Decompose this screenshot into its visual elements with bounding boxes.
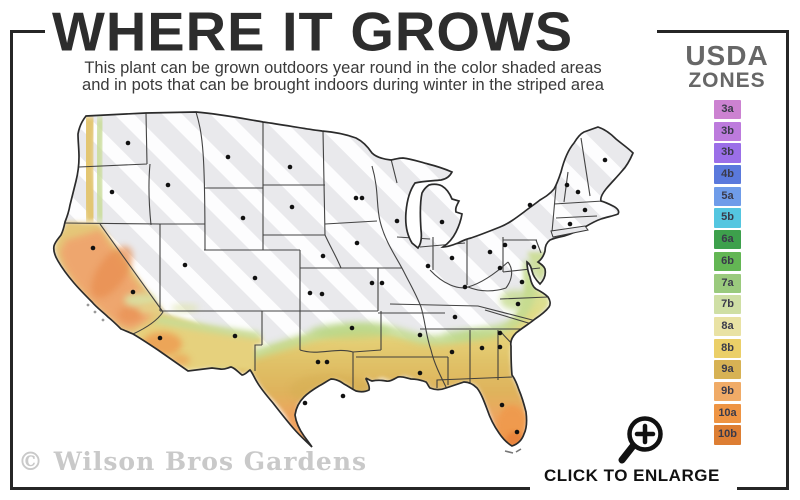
legend-zone-8a: 8a	[714, 316, 741, 337]
legend-zone-7b: 7b	[714, 295, 741, 315]
legend-zone-4b: 4b	[714, 165, 741, 185]
frame-border-left	[10, 30, 13, 490]
legend-zone-7a: 7a	[714, 273, 741, 293]
legend-zone-9b: 9b	[714, 381, 741, 402]
state-marker-dots	[90, 140, 608, 435]
frame-border-top-right	[657, 30, 789, 33]
legend-zone-3b: 3b	[714, 143, 741, 163]
legend-zone-3b: 3b	[714, 121, 741, 141]
usda-zones-legend-title: USDA ZONES	[664, 42, 790, 92]
subtitle-line-1: This plant can be grown outdoors year ro…	[84, 59, 602, 77]
coastal-islands	[86, 225, 589, 454]
frame-border-top-left	[10, 30, 45, 33]
legend-title-zones: ZONES	[688, 69, 766, 92]
legend-zone-5a: 5a	[714, 186, 741, 206]
legend-zone-5b: 5b	[714, 208, 741, 228]
state-borders	[63, 112, 604, 392]
legend-zone-10a: 10a	[714, 403, 741, 423]
legend-zone-6b: 6b	[714, 251, 741, 271]
watermark: © Wilson Bros Gardens	[18, 447, 368, 476]
zoom-in-magnifier-icon[interactable]	[616, 409, 670, 469]
legend-zone-10b: 10b	[714, 425, 741, 445]
legend-title-usda: USDA	[685, 40, 769, 71]
subtitle: This plant can be grown outdoors year ro…	[28, 60, 658, 94]
frame-border-bottom-left	[10, 487, 530, 490]
legend-zone-9a: 9a	[714, 360, 741, 380]
click-to-enlarge-label[interactable]: CLICK TO ENLARGE	[544, 466, 720, 485]
legend-zone-8b: 8b	[714, 338, 741, 358]
subtitle-line-2: and in pots that can be brought indoors …	[82, 76, 604, 94]
frame-border-right	[786, 30, 789, 490]
legend-zone-3a: 3a	[714, 100, 741, 120]
page-title: WHERE IT GROWS	[52, 0, 574, 63]
frame-border-bottom-right	[737, 487, 789, 490]
legend-zones: 3a 3b 3b 4b 5a 5b 6a 6b 7a 7b 8a 8b 9a 9b 10a 10b	[714, 100, 741, 447]
legend-zone-6a: 6a	[714, 230, 741, 250]
